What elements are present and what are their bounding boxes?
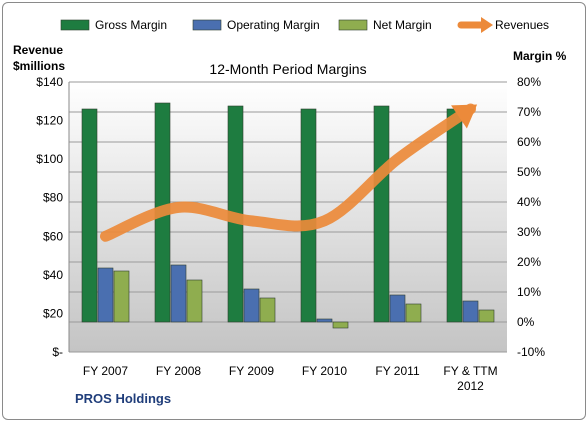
right-tick-label: -10% xyxy=(517,345,545,359)
category-label: FY 2009 xyxy=(229,364,274,378)
right-tick-label: 80% xyxy=(517,75,541,89)
left-tick-label: $140 xyxy=(36,75,63,89)
bar xyxy=(300,108,317,323)
right-axis-title: Margin % xyxy=(513,49,567,63)
category-label: FY 2008 xyxy=(156,364,201,378)
chart: $- $20 $40 $60 $80 $100 $120 $140 -10% 0% 10% 20% 30… xyxy=(13,17,567,393)
right-tick-label: 10% xyxy=(517,285,541,299)
bar xyxy=(113,270,130,323)
category-label: FY 2007 xyxy=(83,364,128,378)
category-label: FY & TTM xyxy=(443,364,497,378)
left-tick-label: $60 xyxy=(43,229,63,243)
bar xyxy=(243,288,260,323)
category-label: 2012 xyxy=(457,379,484,393)
right-tick-label: 20% xyxy=(517,255,541,269)
bar xyxy=(81,108,98,323)
bar xyxy=(478,309,495,323)
legend-label: Revenues xyxy=(495,18,549,32)
legend-label: Net Margin xyxy=(373,18,432,32)
left-tick-label: $100 xyxy=(36,152,63,166)
bar xyxy=(446,108,463,323)
category-label: FY 2011 xyxy=(375,364,420,378)
bar xyxy=(186,279,203,323)
bar xyxy=(373,105,390,323)
left-axis-title: Revenue xyxy=(13,43,63,57)
left-tick-label: $20 xyxy=(43,306,63,320)
chart-title: 12-Month Period Margins xyxy=(209,61,366,77)
bar xyxy=(405,303,422,323)
bar xyxy=(389,294,406,323)
bar xyxy=(332,321,349,329)
legend-swatch-arrow xyxy=(481,17,493,33)
company-name: PROS Holdings xyxy=(75,391,172,406)
legend-label: Operating Margin xyxy=(227,18,320,32)
left-tick-label: $120 xyxy=(36,114,63,128)
revenue-line xyxy=(100,103,476,242)
bar xyxy=(316,318,333,323)
right-tick-label: 70% xyxy=(517,105,541,119)
left-axis-title: $millions xyxy=(13,59,65,73)
right-tick-label: 50% xyxy=(517,165,541,179)
legend-swatch xyxy=(192,19,222,31)
legend-label: Gross Margin xyxy=(95,18,167,32)
legend-swatch xyxy=(338,19,368,31)
revenue-arrowhead xyxy=(451,104,478,129)
right-tick-label: 40% xyxy=(517,195,541,209)
left-tick-label: $40 xyxy=(43,268,63,282)
right-tick-label: 60% xyxy=(517,135,541,149)
left-tick-label: $- xyxy=(52,345,63,359)
bar xyxy=(170,264,187,323)
bar xyxy=(259,297,276,323)
left-tick-label: $80 xyxy=(43,191,63,205)
bar xyxy=(462,300,479,323)
right-tick-label: 30% xyxy=(517,225,541,239)
bar xyxy=(97,267,114,323)
category-label: FY 2010 xyxy=(302,364,347,378)
legend-swatch xyxy=(60,19,90,31)
right-tick-label: 0% xyxy=(517,315,535,329)
